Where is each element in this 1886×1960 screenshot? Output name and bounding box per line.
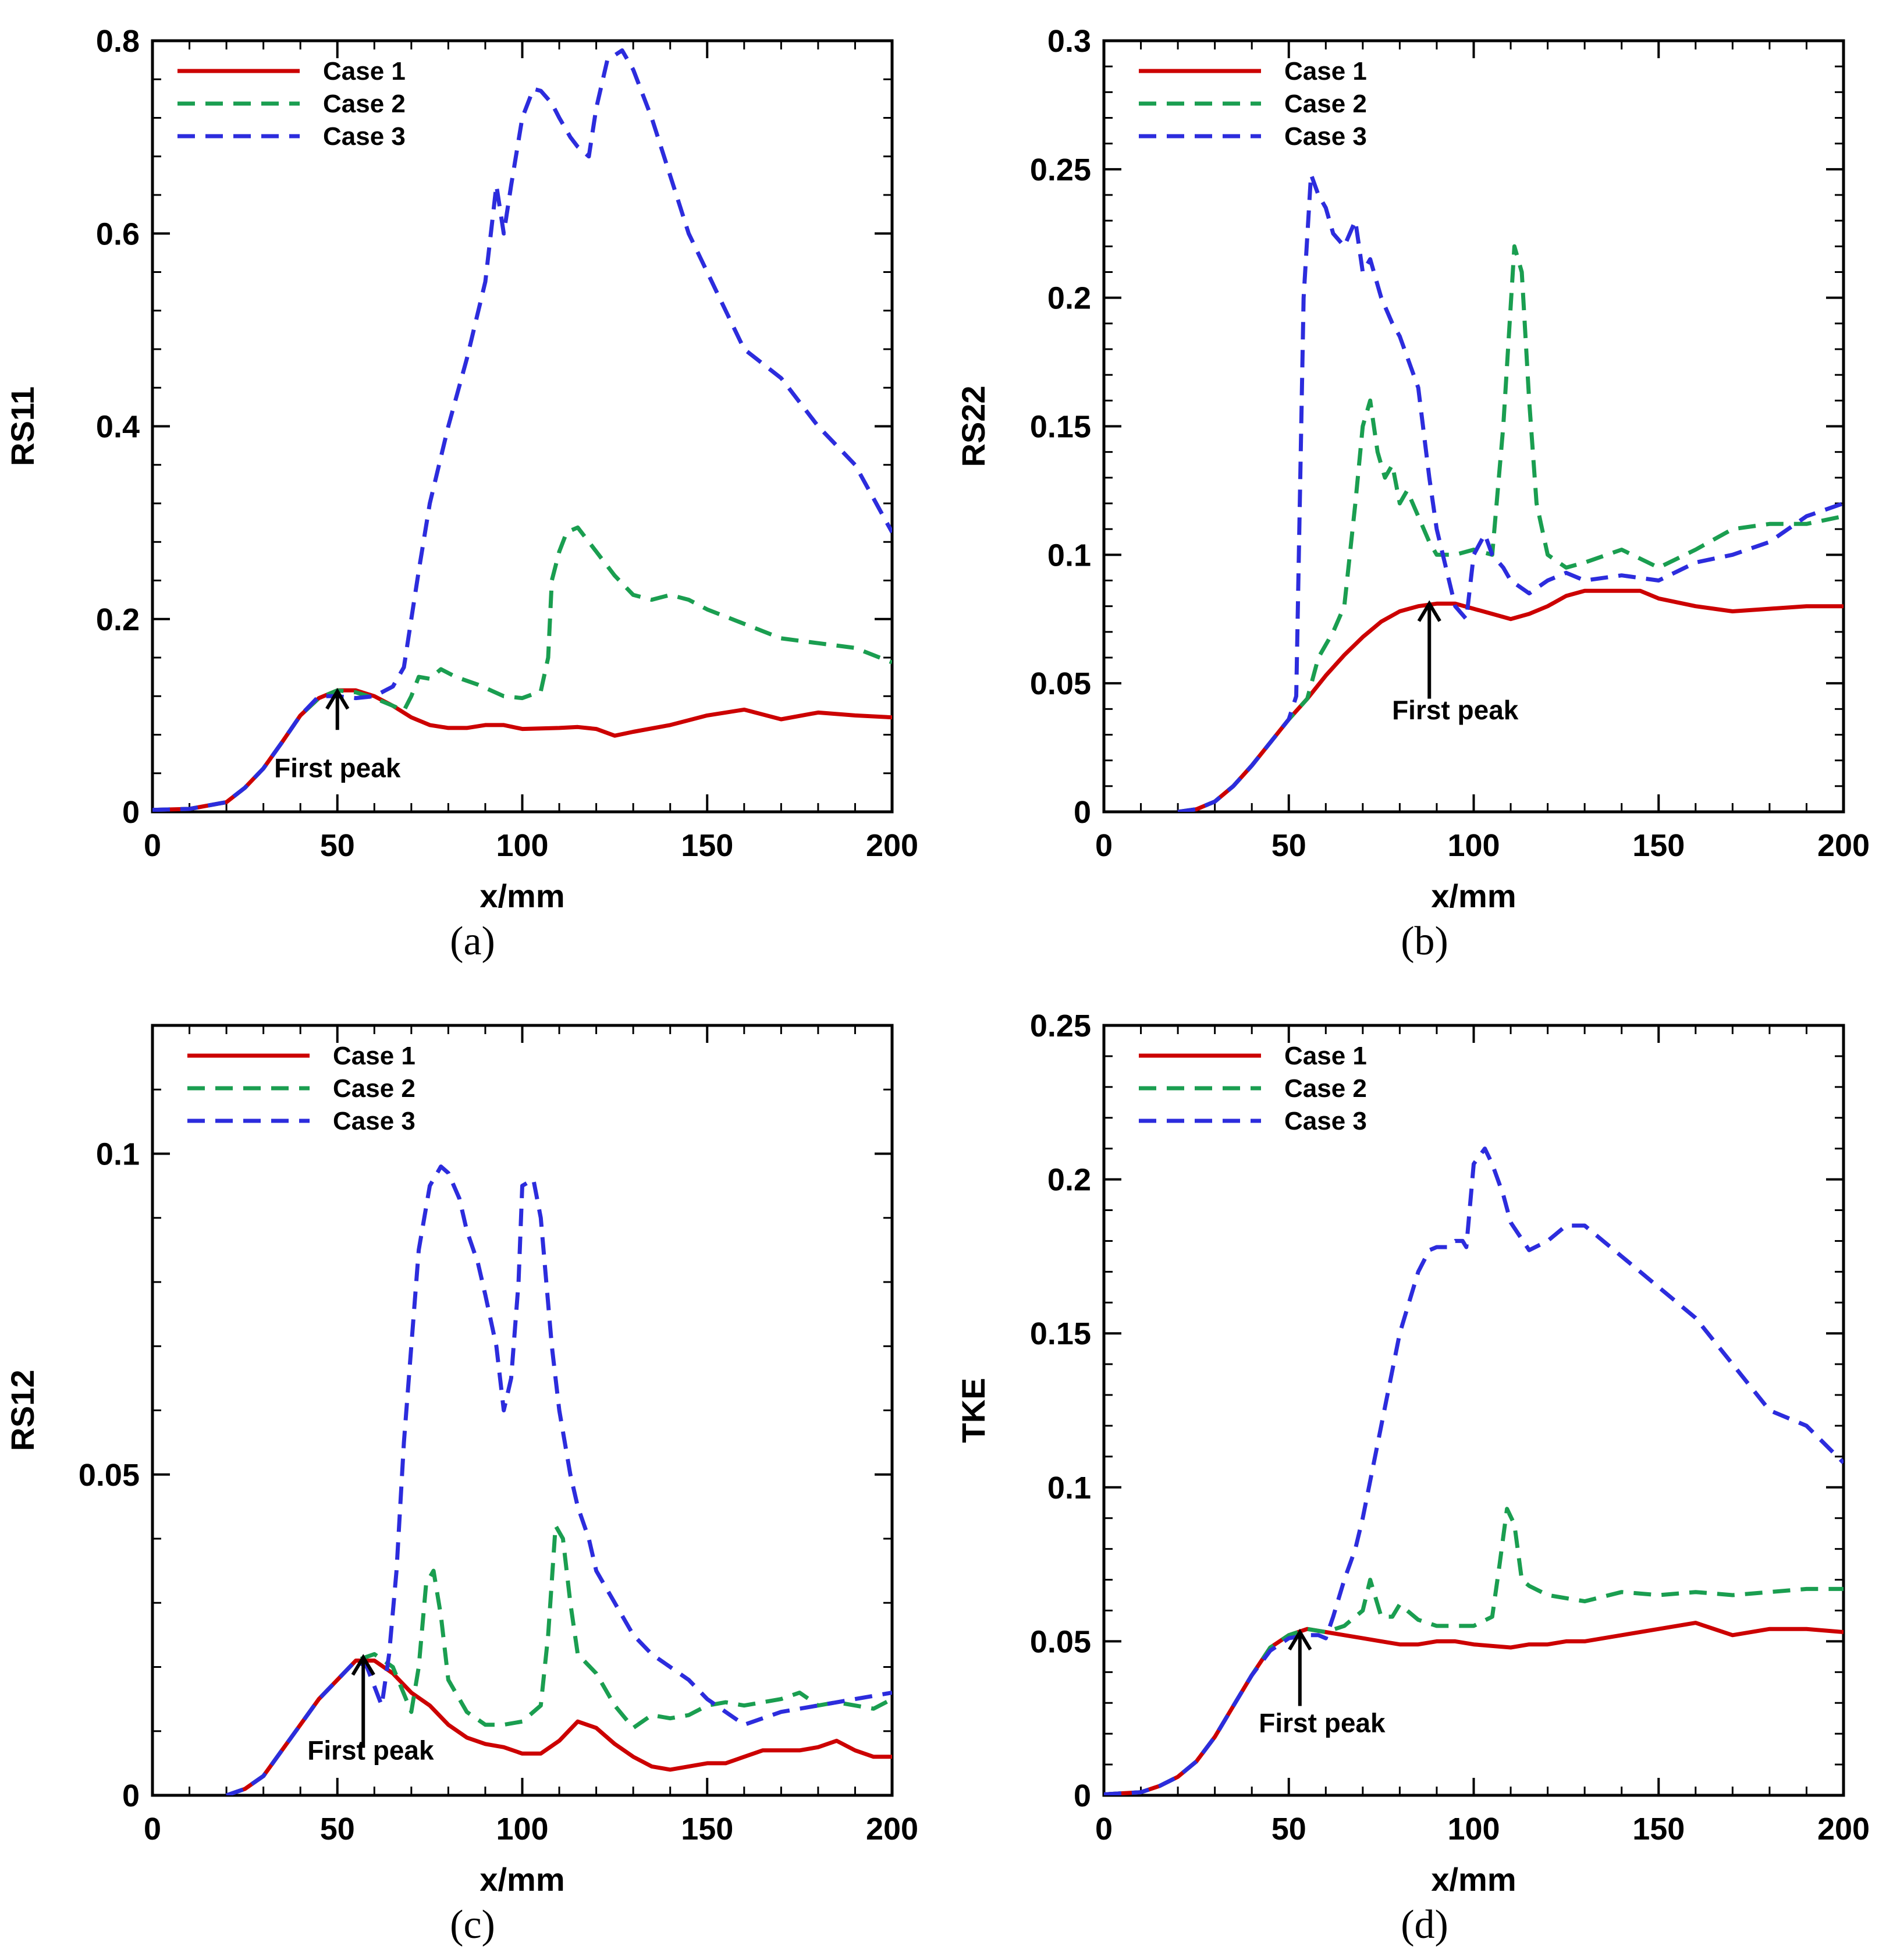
legend-label-case-3: Case 3 — [323, 122, 406, 151]
y-axis-title: TKE — [955, 1378, 992, 1443]
y-axis-title: RS12 — [4, 1369, 41, 1451]
series-line-case-1 — [225, 1659, 892, 1795]
y-tick-label: 0.15 — [1030, 1316, 1091, 1351]
series-line-case-3 — [152, 48, 892, 812]
legend-label-case-2: Case 2 — [1284, 1074, 1367, 1103]
x-tick-label: 0 — [144, 1812, 161, 1847]
series-line-case-2 — [1104, 1507, 1844, 1795]
y-tick-label: 0.1 — [96, 1137, 140, 1172]
annotation-label: First peak — [1259, 1708, 1386, 1738]
y-tick-label: 0.4 — [96, 410, 140, 445]
series-line-case-3 — [1177, 172, 1844, 812]
y-axis-title: RS11 — [4, 386, 41, 466]
x-tick-label: 150 — [681, 828, 733, 863]
legend-label-case-3: Case 3 — [333, 1107, 415, 1135]
annotation-arrow-head — [1288, 1628, 1312, 1651]
y-tick-label: 0.8 — [96, 24, 140, 59]
plot-frame — [151, 1024, 894, 1797]
x-tick-label: 200 — [866, 828, 918, 863]
x-axis-title: x/mm — [480, 878, 564, 914]
y-axis-title: RS22 — [955, 385, 992, 467]
x-axis-title: x/mm — [1431, 1861, 1516, 1898]
legend-label-case-2: Case 2 — [323, 90, 406, 118]
x-axis-title: x/mm — [480, 1861, 564, 1898]
legend-label-case-2: Case 2 — [333, 1074, 415, 1103]
x-tick-label: 0 — [1095, 828, 1113, 863]
y-tick-label: 0 — [122, 1778, 140, 1813]
series-line-case-3 — [1104, 1146, 1844, 1795]
series-line-case-3 — [225, 1164, 892, 1795]
x-tick-label: 50 — [320, 828, 355, 863]
annotation-label: First peak — [1392, 695, 1519, 725]
y-tick-label: 0.1 — [1047, 1471, 1091, 1505]
legend-label-case-1: Case 1 — [323, 57, 406, 86]
legend-label-case-3: Case 3 — [1284, 122, 1367, 151]
legend-label-case-1: Case 1 — [1284, 1042, 1367, 1070]
x-tick-label: 100 — [1447, 828, 1500, 863]
x-tick-label: 0 — [144, 828, 161, 863]
legend: Case 1 Case 2 Case 3 — [187, 1042, 415, 1135]
x-tick-label: 100 — [496, 828, 548, 863]
x-axis-title: x/mm — [1431, 878, 1516, 914]
legend-label-case-1: Case 1 — [1284, 57, 1367, 86]
legend-label-case-2: Case 2 — [1284, 90, 1367, 118]
annotation-arrow-head — [1417, 600, 1441, 622]
y-tick-label: 0.25 — [1030, 152, 1091, 187]
series-group — [1177, 172, 1844, 812]
y-tick-label: 0.25 — [1030, 1009, 1091, 1043]
plot-frame — [1102, 1024, 1845, 1797]
legend: Case 1 Case 2 Case 3 — [1139, 1042, 1367, 1135]
series-line-case-2 — [1177, 244, 1844, 812]
y-tick-label: 0.2 — [1047, 1163, 1091, 1198]
y-tick-label: 0.3 — [1047, 24, 1091, 59]
x-tick-label: 100 — [496, 1812, 548, 1847]
y-tick-label: 0 — [122, 795, 140, 830]
annotation-label: First peak — [274, 752, 401, 783]
x-tick-label: 150 — [1632, 1812, 1685, 1847]
x-tick-label: 200 — [1817, 1812, 1870, 1847]
panel-caption: (b) — [1401, 919, 1448, 964]
legend-label-case-1: Case 1 — [333, 1042, 415, 1070]
y-tick-label: 0.15 — [1030, 410, 1091, 445]
x-tick-label: 200 — [866, 1812, 918, 1847]
y-tick-label: 0.2 — [96, 602, 140, 637]
panel-caption: (d) — [1401, 1902, 1448, 1947]
x-tick-label: 50 — [320, 1812, 355, 1847]
annotation-arrow-head — [351, 1654, 375, 1676]
x-tick-label: 50 — [1271, 1812, 1306, 1847]
chart-panel-d: 0 50 100 150 200 0 0.05 0.1 0.15 0.2 0.25 x/mm TKE Ca… — [955, 1009, 1870, 1947]
y-tick-label: 0.6 — [96, 216, 140, 251]
x-tick-label: 150 — [681, 1812, 733, 1847]
series-group — [1104, 1146, 1844, 1795]
x-tick-label: 150 — [1632, 828, 1685, 863]
legend: Case 1 Case 2 Case 3 — [177, 57, 406, 151]
x-tick-label: 0 — [1095, 1812, 1113, 1847]
y-tick-label: 0.05 — [1030, 1624, 1091, 1659]
y-tick-label: 0 — [1074, 795, 1091, 830]
series-line-case-1 — [152, 688, 892, 812]
legend-label-case-3: Case 3 — [1284, 1107, 1367, 1135]
series-line-case-2 — [225, 1524, 892, 1795]
panel-caption: (c) — [450, 1902, 495, 1947]
y-tick-label: 0.1 — [1047, 538, 1091, 573]
panel-caption: (a) — [450, 919, 495, 964]
series-group — [152, 48, 892, 812]
x-tick-label: 100 — [1447, 1812, 1500, 1847]
y-tick-label: 0.05 — [1030, 666, 1091, 701]
y-tick-label: 0 — [1074, 1778, 1091, 1813]
x-tick-label: 200 — [1817, 828, 1870, 863]
series-line-case-1 — [1104, 1621, 1844, 1795]
x-tick-label: 50 — [1271, 828, 1306, 863]
y-tick-label: 0.2 — [1047, 281, 1091, 316]
annotation-label: First peak — [307, 1735, 434, 1765]
legend: Case 1 Case 2 Case 3 — [1139, 57, 1367, 151]
chart-panel-c: 0 50 100 150 200 0 0.05 0.1 x/mm RS12 Case 1 Case 2… — [4, 1024, 918, 1947]
chart-panel-b: 0 50 100 150 200 0 0.05 0.1 0.15 0.2 0.25 0.3 x/mm RS… — [955, 24, 1870, 964]
annotation-arrow-head — [325, 688, 350, 710]
series-group — [225, 1164, 892, 1795]
y-tick-label: 0.05 — [79, 1458, 140, 1493]
